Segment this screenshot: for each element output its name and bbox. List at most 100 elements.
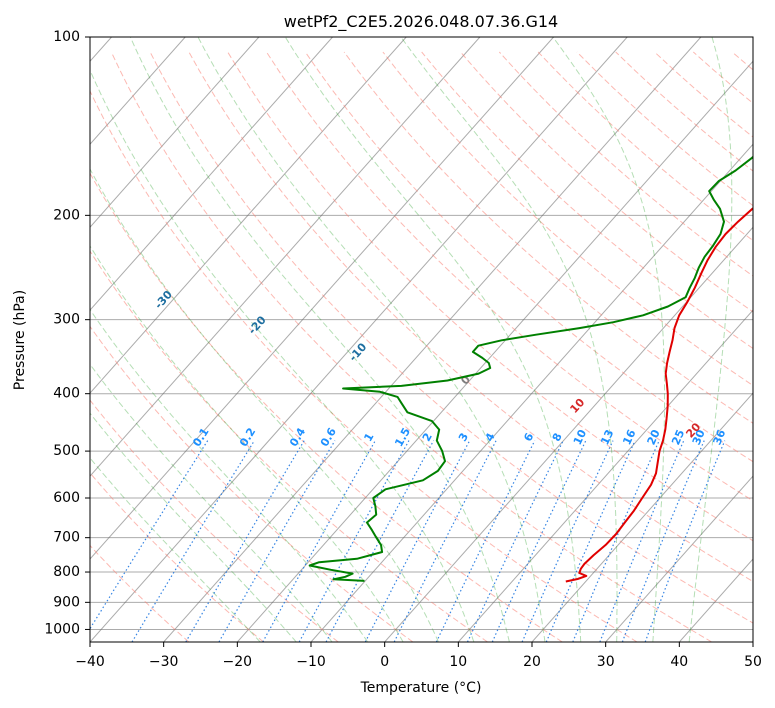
dry-adiabat-line bbox=[498, 51, 753, 277]
isotherm-line bbox=[90, 37, 407, 394]
isotherm-line bbox=[457, 309, 753, 642]
mixing-ratio-label: 6 bbox=[521, 431, 536, 444]
dewpoint-line bbox=[308, 155, 753, 582]
mixing-ratio-line bbox=[393, 440, 497, 642]
dry-adiabat-line bbox=[537, 51, 753, 242]
background-lines bbox=[90, 37, 753, 642]
mixing-ratio-label: 36 bbox=[710, 427, 728, 446]
dry-adiabat-line bbox=[90, 399, 339, 642]
isotherm-line bbox=[90, 37, 186, 146]
mixing-ratio-label: 13 bbox=[598, 428, 616, 447]
y-tick-label: 900 bbox=[53, 594, 80, 610]
dry-adiabat-line bbox=[90, 250, 488, 642]
y-axis-label: Pressure (hPa) bbox=[12, 290, 28, 390]
dry-adiabat-line bbox=[460, 51, 753, 313]
y-tick-label: 500 bbox=[53, 443, 80, 459]
mixing-ratio-label: 10 bbox=[571, 427, 589, 447]
mixing-ratio-label: 1.5 bbox=[392, 426, 413, 449]
moist-adiabat-line bbox=[90, 363, 333, 642]
dry-adiabat-line bbox=[149, 51, 753, 624]
x-tick-label: 20 bbox=[523, 654, 541, 670]
mixing-ratio-line bbox=[185, 440, 305, 642]
mixing-ratio-line bbox=[325, 440, 435, 642]
mixing-ratio-label: 0.1 bbox=[190, 426, 211, 449]
mixing-ratio-line bbox=[466, 440, 564, 642]
x-axis-label: Temperature (°C) bbox=[360, 680, 482, 696]
isotherm-line bbox=[90, 37, 260, 228]
mixing-ratio-line bbox=[364, 440, 471, 642]
moist-adiabat-line bbox=[90, 457, 261, 642]
mixing-ratio-line bbox=[218, 440, 336, 642]
y-tick-label: 700 bbox=[53, 530, 80, 546]
dry-adiabat-line bbox=[188, 51, 753, 582]
mixing-ratio-line bbox=[131, 440, 255, 642]
mixing-ratio-line bbox=[521, 440, 614, 642]
mixing-ratio-label: 0.2 bbox=[237, 426, 258, 449]
profile-lines bbox=[308, 155, 753, 583]
dry-adiabat-line bbox=[343, 51, 753, 424]
dry-adiabat-label: -40 bbox=[64, 262, 87, 286]
mixing-ratio-line bbox=[491, 440, 587, 642]
moist-adiabat-line bbox=[90, 68, 475, 642]
dry-adiabat-line bbox=[421, 51, 753, 350]
dry-adiabat-line bbox=[382, 51, 753, 387]
y-tick-label: 200 bbox=[53, 207, 80, 223]
isotherm-line bbox=[531, 392, 753, 642]
dry-adiabat-line bbox=[731, 51, 753, 71]
x-tick-label: −20 bbox=[223, 654, 253, 670]
chart-title: wetPf2_C2E5.2026.048.07.36.G14 bbox=[284, 12, 558, 32]
y-tick-label: 400 bbox=[53, 386, 80, 402]
mixing-ratio-label: 0.6 bbox=[318, 425, 339, 449]
moist-adiabat-line bbox=[90, 245, 404, 642]
dry-adiabat-line bbox=[90, 472, 264, 642]
y-tick-label: 1000 bbox=[44, 621, 80, 637]
mixing-ratio-line bbox=[599, 440, 685, 642]
moist-adiabat-line bbox=[90, 412, 297, 642]
dry-adiabat-label: -10 bbox=[346, 340, 369, 364]
mixing-ratio-line bbox=[262, 440, 376, 642]
mixing-ratio-label: 16 bbox=[620, 427, 638, 447]
y-tick-label: 800 bbox=[53, 564, 80, 580]
y-tick-label: 600 bbox=[53, 490, 80, 506]
dry-adiabat-line bbox=[576, 51, 753, 207]
mixing-ratio-line bbox=[435, 440, 536, 642]
dry-adiabat-label: 10 bbox=[567, 396, 587, 416]
x-tick-label: 50 bbox=[744, 654, 762, 670]
axis-ticks: −40 −30 −20 −10 0 10 20 30 40 50 1000 900 800 700 600 5… bbox=[44, 29, 762, 670]
x-tick-label: −30 bbox=[149, 654, 179, 670]
isotherm-line bbox=[90, 37, 481, 477]
isotherm-line bbox=[310, 143, 753, 642]
dry-adiabat-label: -20 bbox=[246, 313, 269, 337]
x-tick-label: 0 bbox=[380, 654, 389, 670]
dry-adiabat-label: -50 bbox=[0, 237, 3, 261]
y-tick-label: 300 bbox=[53, 312, 80, 328]
moist-adiabat-line bbox=[552, 37, 665, 642]
moist-adiabat-line bbox=[90, 308, 369, 642]
temperature-line bbox=[565, 207, 753, 583]
dry-adiabat-line bbox=[692, 51, 753, 104]
isotherm-line bbox=[90, 37, 554, 560]
mixing-ratio-label: 25 bbox=[669, 428, 687, 447]
moist-adiabat-line bbox=[129, 37, 510, 642]
x-tick-label: 30 bbox=[597, 654, 615, 670]
dry-adiabat-label: -30 bbox=[152, 288, 175, 312]
mixing-ratio-label: 20 bbox=[645, 427, 663, 447]
x-tick-label: 10 bbox=[449, 654, 467, 670]
isotherm-line bbox=[605, 475, 753, 642]
plot-frame bbox=[89, 36, 754, 643]
dry-adiabat-line bbox=[90, 325, 414, 642]
mixing-ratio-label: 30 bbox=[690, 427, 708, 446]
mixing-ratio-line bbox=[572, 440, 660, 642]
x-tick-label: −40 bbox=[75, 654, 105, 670]
y-tick-label: 100 bbox=[53, 29, 80, 45]
dry-adiabat-line bbox=[90, 89, 638, 642]
moist-adiabat-line bbox=[197, 37, 546, 642]
isotherm-line bbox=[90, 37, 333, 311]
x-tick-label: −10 bbox=[296, 654, 326, 670]
dry-adiabat-line bbox=[227, 51, 753, 542]
dry-adiabat-line bbox=[266, 51, 753, 502]
isotherm-line bbox=[752, 641, 753, 642]
dry-adiabat-line bbox=[90, 172, 563, 642]
moist-adiabat-line bbox=[688, 37, 733, 642]
